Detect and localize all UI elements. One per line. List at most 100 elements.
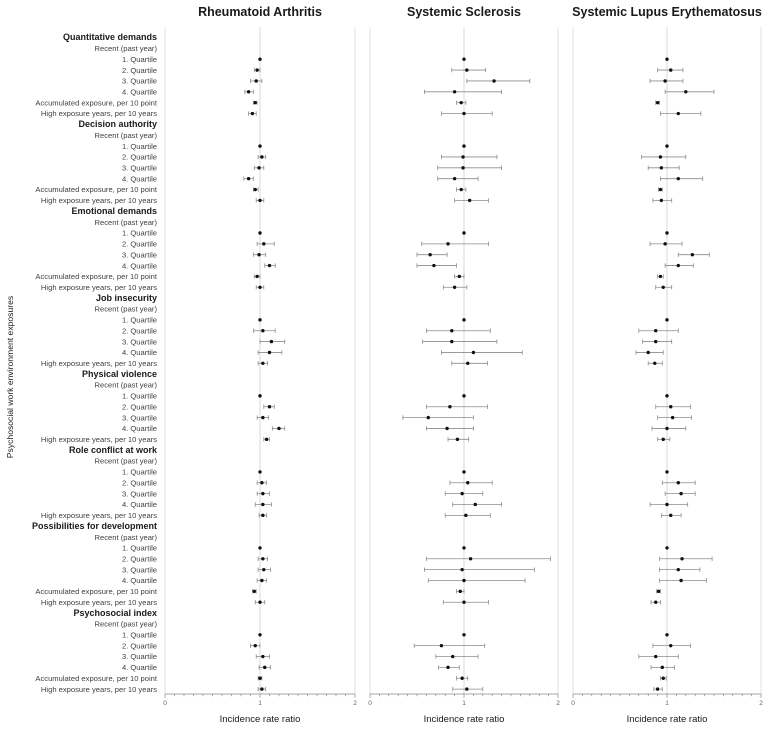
estimate-point [461, 166, 465, 170]
estimate-point [465, 687, 469, 691]
row-label: High exposure years, per 10 years [41, 359, 157, 368]
estimate-point [468, 557, 473, 561]
x-tick-label: 2 [556, 700, 560, 707]
row-label: 3. Quartile [122, 652, 157, 661]
panel-1: Rheumatoid Arthritis 0 1 2 Incidence rate ra… [163, 5, 357, 725]
estimate-point [263, 665, 267, 670]
row-label: 2. Quartile [122, 478, 157, 487]
estimate-point [659, 166, 664, 170]
estimate-point [462, 57, 466, 61]
estimate-point [261, 654, 265, 659]
estimate-point [690, 253, 695, 257]
estimate-point [661, 437, 665, 442]
estimate-point [665, 546, 669, 550]
row-label: Recent (past year) [95, 457, 158, 466]
estimate-point [653, 361, 657, 365]
estimate-point [663, 79, 667, 83]
estimate-point [455, 437, 460, 442]
estimate-point [452, 90, 457, 94]
estimate-point [246, 176, 251, 181]
row-label: 4. Quartile [122, 500, 157, 509]
estimate-point [450, 339, 454, 344]
row-label: 2. Quartile [122, 641, 157, 650]
row-label: Recent (past year) [95, 44, 158, 53]
estimate-point [457, 274, 461, 279]
panel-3: Systemic Lupus Erythematosus 0 1 2 Incidence… [571, 5, 763, 725]
estimate-point [462, 546, 466, 550]
row-label: High exposure years, per 10 years [41, 598, 157, 607]
estimate-point [258, 318, 262, 322]
estimate-point [257, 253, 261, 257]
estimate-point [460, 491, 464, 496]
row-label: 3. Quartile [122, 489, 157, 498]
estimate-point [261, 513, 265, 518]
x-axis-label: Incidence rate ratio [627, 714, 708, 725]
estimate-point [665, 470, 669, 474]
x-tick-label: 2 [353, 700, 357, 707]
estimate-point [258, 600, 262, 604]
row-label: 4. Quartile [122, 576, 157, 585]
estimate-point [670, 415, 675, 420]
estimate-point [669, 68, 673, 72]
estimate-point [258, 633, 262, 637]
row-label: 4. Quartile [122, 88, 157, 97]
row-label: Recent (past year) [95, 131, 158, 140]
row-label: Accumulated exposure, per 10 point [35, 587, 157, 596]
estimate-point [267, 263, 272, 268]
row-label: Accumulated exposure, per 10 point [35, 98, 157, 107]
estimate-point [261, 361, 265, 365]
estimate-point [261, 415, 265, 420]
estimate-point [464, 513, 468, 518]
row-label: 3. Quartile [122, 413, 157, 422]
estimate-point [654, 600, 658, 604]
estimate-point [252, 589, 256, 594]
estimate-point [255, 68, 259, 72]
forest-panels: Rheumatoid Arthritis 0 1 2 Incidence rate ra… [163, 5, 763, 725]
estimate-point [669, 513, 673, 518]
estimate-point [669, 405, 673, 409]
row-label: 1. Quartile [122, 631, 157, 640]
estimate-point [471, 350, 476, 355]
estimate-point [253, 100, 257, 105]
estimate-point [260, 481, 264, 485]
estimate-point [452, 176, 457, 181]
row-label: 1. Quartile [122, 229, 157, 238]
estimate-point [658, 155, 663, 159]
row-label: Recent (past year) [95, 381, 158, 390]
estimate-point [258, 546, 262, 550]
estimate-point [432, 263, 436, 268]
estimate-point [473, 502, 477, 507]
row-label: High exposure years, per 10 years [41, 196, 157, 205]
estimate-point [665, 231, 669, 235]
row-label: High exposure years, per 10 years [41, 109, 157, 118]
estimate-point [459, 187, 463, 192]
estimate-point [460, 567, 464, 572]
estimate-point [277, 426, 281, 431]
estimate-point [659, 198, 664, 203]
panel-title: Rheumatoid Arthritis [198, 5, 322, 19]
estimate-point [258, 470, 262, 474]
row-label: High exposure years, per 10 years [41, 511, 157, 520]
row-label: 4. Quartile [122, 663, 157, 672]
estimate-point [654, 339, 658, 344]
estimate-point [462, 578, 466, 583]
estimate-point [656, 589, 661, 594]
estimate-point [467, 198, 472, 203]
row-label: 4. Quartile [122, 348, 157, 357]
estimate-point [665, 144, 669, 148]
row-label: 1. Quartile [122, 55, 157, 64]
row-label: 3. Quartile [122, 164, 157, 173]
row-label: 1. Quartile [122, 316, 157, 325]
row-label: 4. Quartile [122, 424, 157, 433]
estimate-point [446, 665, 450, 670]
x-tick-label: 1 [258, 700, 262, 707]
estimate-point [461, 155, 465, 159]
estimate-point [665, 633, 669, 637]
group-heading: Role conflict at work [69, 445, 158, 455]
x-tick-label: 0 [368, 700, 372, 707]
estimate-point [676, 111, 680, 116]
group-heading: Psychosocial index [73, 608, 157, 618]
row-label: High exposure years, per 10 years [41, 685, 157, 694]
estimate-point [660, 665, 664, 670]
estimate-point [661, 285, 665, 289]
